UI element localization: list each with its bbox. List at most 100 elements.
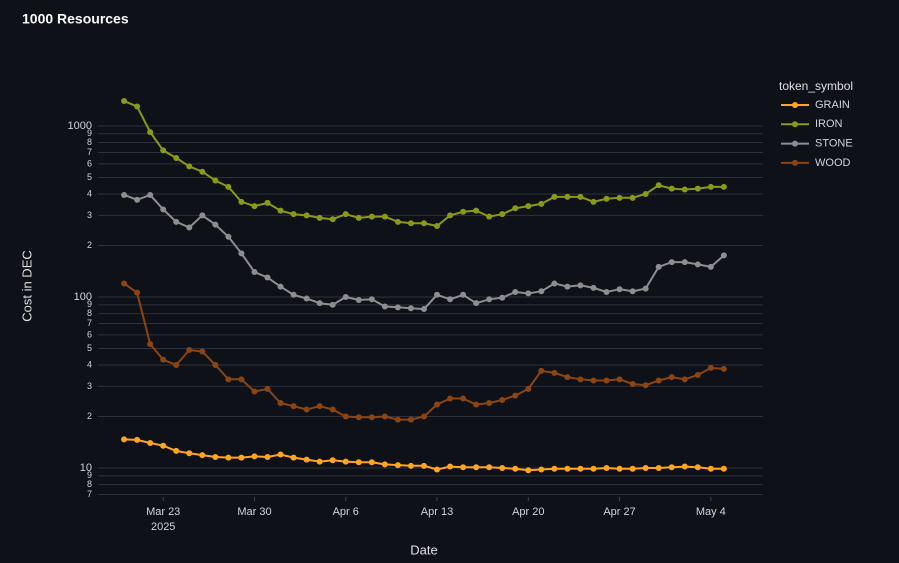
series-marker — [694, 261, 701, 268]
y-tick-label: 1000 — [68, 120, 92, 132]
series-marker — [460, 464, 467, 471]
series-marker — [538, 200, 545, 207]
series-marker — [238, 250, 245, 257]
y-tick-label: 7 — [87, 147, 92, 157]
series-marker — [121, 436, 128, 443]
y-tick-label: 7 — [87, 489, 92, 499]
series-marker — [186, 224, 193, 231]
series-marker — [512, 205, 519, 212]
series-marker — [290, 291, 297, 298]
series-marker — [134, 436, 141, 443]
series-marker — [212, 453, 219, 460]
series-marker — [134, 289, 141, 296]
x-tick-label: Apr 27 — [603, 506, 635, 518]
series-marker — [420, 306, 427, 313]
series-marker — [551, 193, 558, 200]
series-marker — [499, 211, 506, 218]
series-marker — [525, 385, 532, 392]
series-marker — [603, 377, 610, 384]
series-marker — [173, 218, 180, 225]
y-tick-label: 3 — [87, 210, 92, 220]
legend-marker — [792, 121, 798, 128]
series-marker — [577, 376, 584, 383]
x-axis-label: Date — [410, 542, 437, 557]
series-marker — [564, 465, 571, 472]
series-marker — [577, 193, 584, 200]
series-marker — [655, 465, 662, 472]
series-marker — [512, 465, 519, 472]
series-marker — [668, 259, 675, 266]
series-marker — [655, 182, 662, 189]
series-marker — [538, 367, 545, 374]
series-marker — [642, 465, 649, 472]
series-marker — [212, 221, 219, 228]
y-tick-label: 3 — [87, 381, 92, 391]
x-tick-label: Apr 20 — [512, 506, 544, 518]
series-marker — [147, 191, 154, 198]
series-marker — [134, 103, 141, 110]
series-marker — [473, 464, 480, 471]
series-marker — [264, 453, 271, 460]
series-marker — [629, 380, 636, 387]
series-marker — [264, 274, 271, 281]
series-marker — [707, 183, 714, 190]
series-marker — [407, 462, 414, 469]
series-marker — [668, 464, 675, 471]
series-marker — [707, 263, 714, 270]
series-marker — [460, 395, 467, 402]
series-marker — [720, 183, 727, 190]
series-marker — [134, 196, 141, 203]
series-marker — [629, 288, 636, 295]
series-marker — [394, 218, 401, 225]
series-marker — [303, 406, 310, 413]
series-marker — [303, 295, 310, 302]
series-marker — [642, 382, 649, 389]
y-tick-label: 9 — [87, 470, 92, 480]
series-marker — [368, 296, 375, 303]
series-marker — [381, 413, 388, 420]
series-marker — [720, 365, 727, 372]
series-marker — [694, 185, 701, 192]
series-marker — [486, 464, 493, 471]
series-marker — [160, 147, 167, 154]
series-marker — [147, 341, 154, 348]
x-tick-label: Mar 23 — [146, 506, 180, 518]
y-axis-label: Cost in DEC — [19, 250, 34, 322]
series-marker — [212, 177, 219, 184]
series-marker — [499, 294, 506, 301]
y-tick-label: 7 — [87, 318, 92, 328]
series-marker — [551, 465, 558, 472]
series-marker — [551, 369, 558, 376]
series-marker — [329, 406, 336, 413]
series-marker — [199, 348, 206, 355]
series-marker — [525, 467, 532, 474]
series-marker — [290, 454, 297, 461]
series-marker — [603, 465, 610, 472]
series-marker — [160, 356, 167, 363]
series-marker — [225, 376, 232, 383]
y-tick-label: 9 — [87, 299, 92, 309]
series-marker — [329, 216, 336, 223]
legend-label: IRON — [815, 118, 843, 130]
series-marker — [564, 193, 571, 200]
series-marker — [342, 293, 349, 300]
series-marker — [590, 284, 597, 291]
series-marker — [447, 296, 454, 303]
series-marker — [473, 207, 480, 214]
legend-marker — [792, 159, 798, 166]
series-marker — [264, 385, 271, 392]
y-tick-label: 100 — [74, 291, 92, 303]
series-marker — [434, 401, 441, 408]
series-marker — [277, 451, 284, 458]
series-marker — [655, 377, 662, 384]
series-marker — [407, 416, 414, 423]
y-tick-label: 8 — [87, 137, 92, 147]
series-marker — [616, 376, 623, 383]
series-marker — [316, 300, 323, 307]
y-tick-label: 8 — [87, 308, 92, 318]
series-marker — [551, 280, 558, 287]
series-marker — [694, 371, 701, 378]
series-marker — [434, 466, 441, 473]
series-marker — [251, 388, 258, 395]
series-marker — [694, 464, 701, 471]
